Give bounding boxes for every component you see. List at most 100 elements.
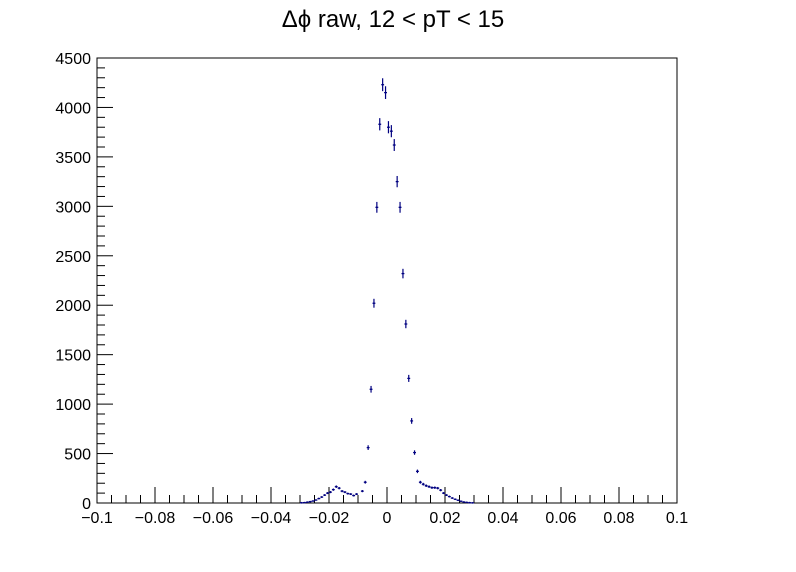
y-tick-label: 3000 [55,199,91,216]
data-marker [387,126,390,129]
data-marker [312,500,314,502]
x-tick-label: −0.02 [309,510,350,527]
data-marker [335,485,338,488]
data-point [398,201,402,213]
plot-frame [96,57,678,504]
data-point [372,298,376,308]
data-point [401,268,405,279]
data-marker [378,123,381,126]
y-tick-label: 2500 [55,249,91,266]
data-marker [346,492,349,495]
data-marker [390,130,393,133]
data-point [381,78,385,92]
data-marker [433,486,436,489]
data-point [331,488,335,491]
data-point [363,480,367,484]
data-marker [367,446,370,449]
data-marker [329,491,332,494]
data-marker [431,486,433,489]
data-marker [375,206,378,209]
data-point [424,484,428,488]
data-point [407,374,411,382]
data-point [369,385,373,393]
data-point [395,175,399,188]
data-marker [442,492,445,495]
data-marker [364,481,367,484]
data-marker [436,487,439,490]
data-marker [457,499,459,502]
y-tick-label: 2000 [55,298,91,315]
data-marker [320,496,323,498]
data-point [436,486,440,490]
data-point [346,492,350,495]
data-point [453,498,457,501]
data-point [317,497,321,500]
data-marker [352,494,355,497]
data-point [349,493,353,496]
data-marker [399,206,401,209]
data-point [459,500,463,503]
y-tick-label: 0 [82,496,91,513]
data-point [468,501,472,504]
data-marker [454,498,457,501]
data-marker [315,499,317,501]
y-tick-label: 1500 [55,348,91,365]
data-marker [326,492,329,495]
data-point [355,493,358,496]
data-marker [445,494,448,496]
data-point [447,495,451,498]
data-point [343,491,347,494]
data-marker [355,493,358,495]
data-marker [460,500,462,503]
data-marker [349,493,352,495]
data-point [442,492,445,495]
plot-border [96,57,678,504]
data-point [404,319,408,329]
x-tick-label: −0.08 [135,510,176,527]
data-point [462,501,466,503]
chart-title: Δϕ raw, 12 < pT < 15 [282,6,505,33]
data-marker [407,377,410,380]
data-point [413,450,416,455]
y-tick-label: 1000 [55,397,91,414]
data-point [416,469,419,474]
data-point [421,482,425,486]
data-marker [341,490,343,493]
y-axis: 0 500 1000 1500 2000 2500 3000 3500 4000 4500 [55,51,113,513]
data-marker [303,501,306,504]
data-point [433,486,437,489]
x-tick-label: 0.1 [666,510,688,527]
x-tick-label: −0.1 [81,510,113,527]
data-point [340,490,344,493]
data-point [375,201,379,213]
data-point [329,491,332,494]
data-point [450,497,454,499]
x-tick-label: −0.06 [193,510,234,527]
data-point [471,502,474,504]
data-point [334,485,338,488]
x-tick-label: 0.04 [487,510,518,527]
data-marker [361,490,364,493]
data-marker [422,483,425,486]
data-marker [323,494,326,496]
data-marker [344,491,346,494]
data-point [378,118,382,131]
data-marker [309,500,312,503]
data-marker [332,488,335,491]
data-point [300,501,303,504]
data-marker [413,451,416,454]
data-marker [462,501,465,503]
data-marker [384,91,387,94]
y-tick-label: 3500 [55,150,91,167]
data-point [387,121,390,134]
y-tick-label: 4000 [55,100,91,117]
data-point [392,139,396,151]
data-marker [306,501,309,504]
x-tick-label: 0.06 [545,510,576,527]
data-marker [370,388,372,391]
data-point [352,494,356,497]
data-points [300,78,474,504]
data-point [337,486,341,490]
data-point [445,494,448,496]
